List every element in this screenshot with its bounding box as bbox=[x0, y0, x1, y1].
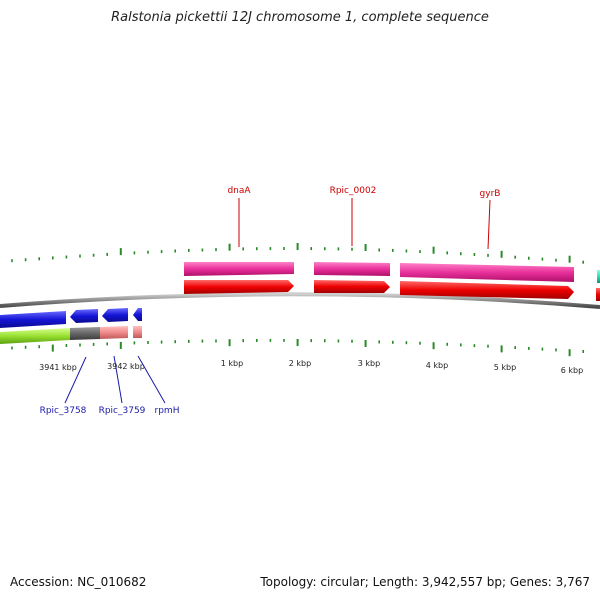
feature-next-gene[interactable] bbox=[596, 288, 600, 301]
scale-labels: 3941 kbp 3942 kbp 1 kbp 2 kbp 3 kbp 4 kb… bbox=[39, 359, 583, 375]
gene-label-Rpic_3759[interactable]: Rpic_3759 bbox=[99, 406, 146, 416]
leader-line-gyrB bbox=[487, 199, 491, 250]
scale-label-6kbp: 6 kbp bbox=[561, 366, 583, 375]
scale-label-3942kbp: 3942 kbp bbox=[107, 362, 145, 371]
scale-label-3kbp: 3 kbp bbox=[358, 359, 380, 368]
leader-line-rpmH bbox=[137, 355, 166, 404]
scale-label-5kbp: 5 kbp bbox=[494, 363, 516, 372]
gene-label-dnaA[interactable]: dnaA bbox=[227, 186, 251, 196]
leader-line-Rpic_3758 bbox=[64, 356, 87, 404]
scale-ticks-top bbox=[11, 243, 585, 264]
feature-Rpic_0002-cds[interactable] bbox=[314, 262, 390, 276]
accession-label: Accession: NC_010682 bbox=[10, 575, 147, 589]
sequence-summary: Topology: circular; Length: 3,942,557 bp… bbox=[260, 575, 590, 589]
scale-label-1kbp: 1 kbp bbox=[221, 359, 243, 368]
feature-Rpic_3759[interactable] bbox=[100, 326, 128, 339]
feature-rpmH[interactable] bbox=[133, 326, 142, 338]
feature-green[interactable] bbox=[0, 328, 70, 344]
gene-labels-bottom: Rpic_3758 Rpic_3759 rpmH bbox=[40, 355, 180, 416]
scale-ticks-bottom bbox=[11, 338, 585, 357]
leader-line-Rpic_3759 bbox=[113, 355, 123, 404]
feature-dnaA-gene[interactable] bbox=[184, 280, 294, 294]
feature-gyrB-gene[interactable] bbox=[400, 281, 574, 299]
scale-label-4kbp: 4 kbp bbox=[426, 361, 448, 370]
feature-minus-gene-4[interactable] bbox=[133, 308, 142, 321]
gene-label-rpmH[interactable]: rpmH bbox=[155, 406, 180, 416]
gene-label-gyrB[interactable]: gyrB bbox=[480, 189, 501, 199]
feature-track-lower bbox=[0, 326, 142, 344]
gene-label-Rpic_3758[interactable]: Rpic_3758 bbox=[40, 406, 87, 416]
feature-dnaA-cds[interactable] bbox=[184, 262, 294, 276]
gene-labels-top: dnaA Rpic_0002 gyrB bbox=[227, 186, 501, 250]
feature-Rpic_3758[interactable] bbox=[70, 327, 100, 340]
feature-minus-gene-3[interactable] bbox=[102, 308, 128, 322]
feature-gyrB-cds[interactable] bbox=[400, 263, 574, 282]
scale-label-2kbp: 2 kbp bbox=[289, 359, 311, 368]
feature-teal[interactable] bbox=[597, 270, 600, 283]
feature-track-magenta bbox=[184, 262, 574, 282]
gene-label-Rpic_0002[interactable]: Rpic_0002 bbox=[330, 186, 377, 196]
map-title: Ralstonia pickettii 12J chromosome 1, co… bbox=[111, 10, 489, 25]
feature-minus-gene-1[interactable] bbox=[0, 311, 66, 328]
feature-track-red bbox=[184, 280, 600, 301]
feature-minus-gene-2[interactable] bbox=[70, 309, 98, 323]
scale-label-3941kbp: 3941 kbp bbox=[39, 363, 77, 372]
feature-Rpic_0002-gene[interactable] bbox=[314, 280, 390, 293]
chromosome-backbone bbox=[0, 292, 600, 309]
feature-track-blue bbox=[0, 308, 142, 328]
